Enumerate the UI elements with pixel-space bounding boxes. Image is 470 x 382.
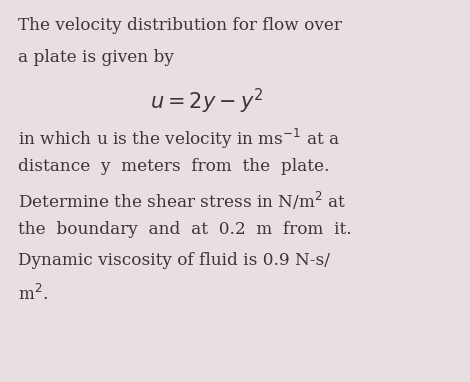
Text: the  boundary  and  at  0.2  m  from  it.: the boundary and at 0.2 m from it. <box>18 221 352 238</box>
Text: $u = 2y - y^{2}$: $u = 2y - y^{2}$ <box>150 87 264 116</box>
Text: a plate is given by: a plate is given by <box>18 49 174 66</box>
Text: m$^{2}$.: m$^{2}$. <box>18 283 48 304</box>
Text: Determine the shear stress in N/m$^{2}$ at: Determine the shear stress in N/m$^{2}$ … <box>18 189 346 212</box>
Text: distance  y  meters  from  the  plate.: distance y meters from the plate. <box>18 158 329 175</box>
Text: in which u is the velocity in ms$^{-1}$ at a: in which u is the velocity in ms$^{-1}$ … <box>18 127 340 151</box>
Text: Dynamic viscosity of fluid is 0.9 N-s/: Dynamic viscosity of fluid is 0.9 N-s/ <box>18 252 330 269</box>
Text: The velocity distribution for flow over: The velocity distribution for flow over <box>18 17 342 34</box>
